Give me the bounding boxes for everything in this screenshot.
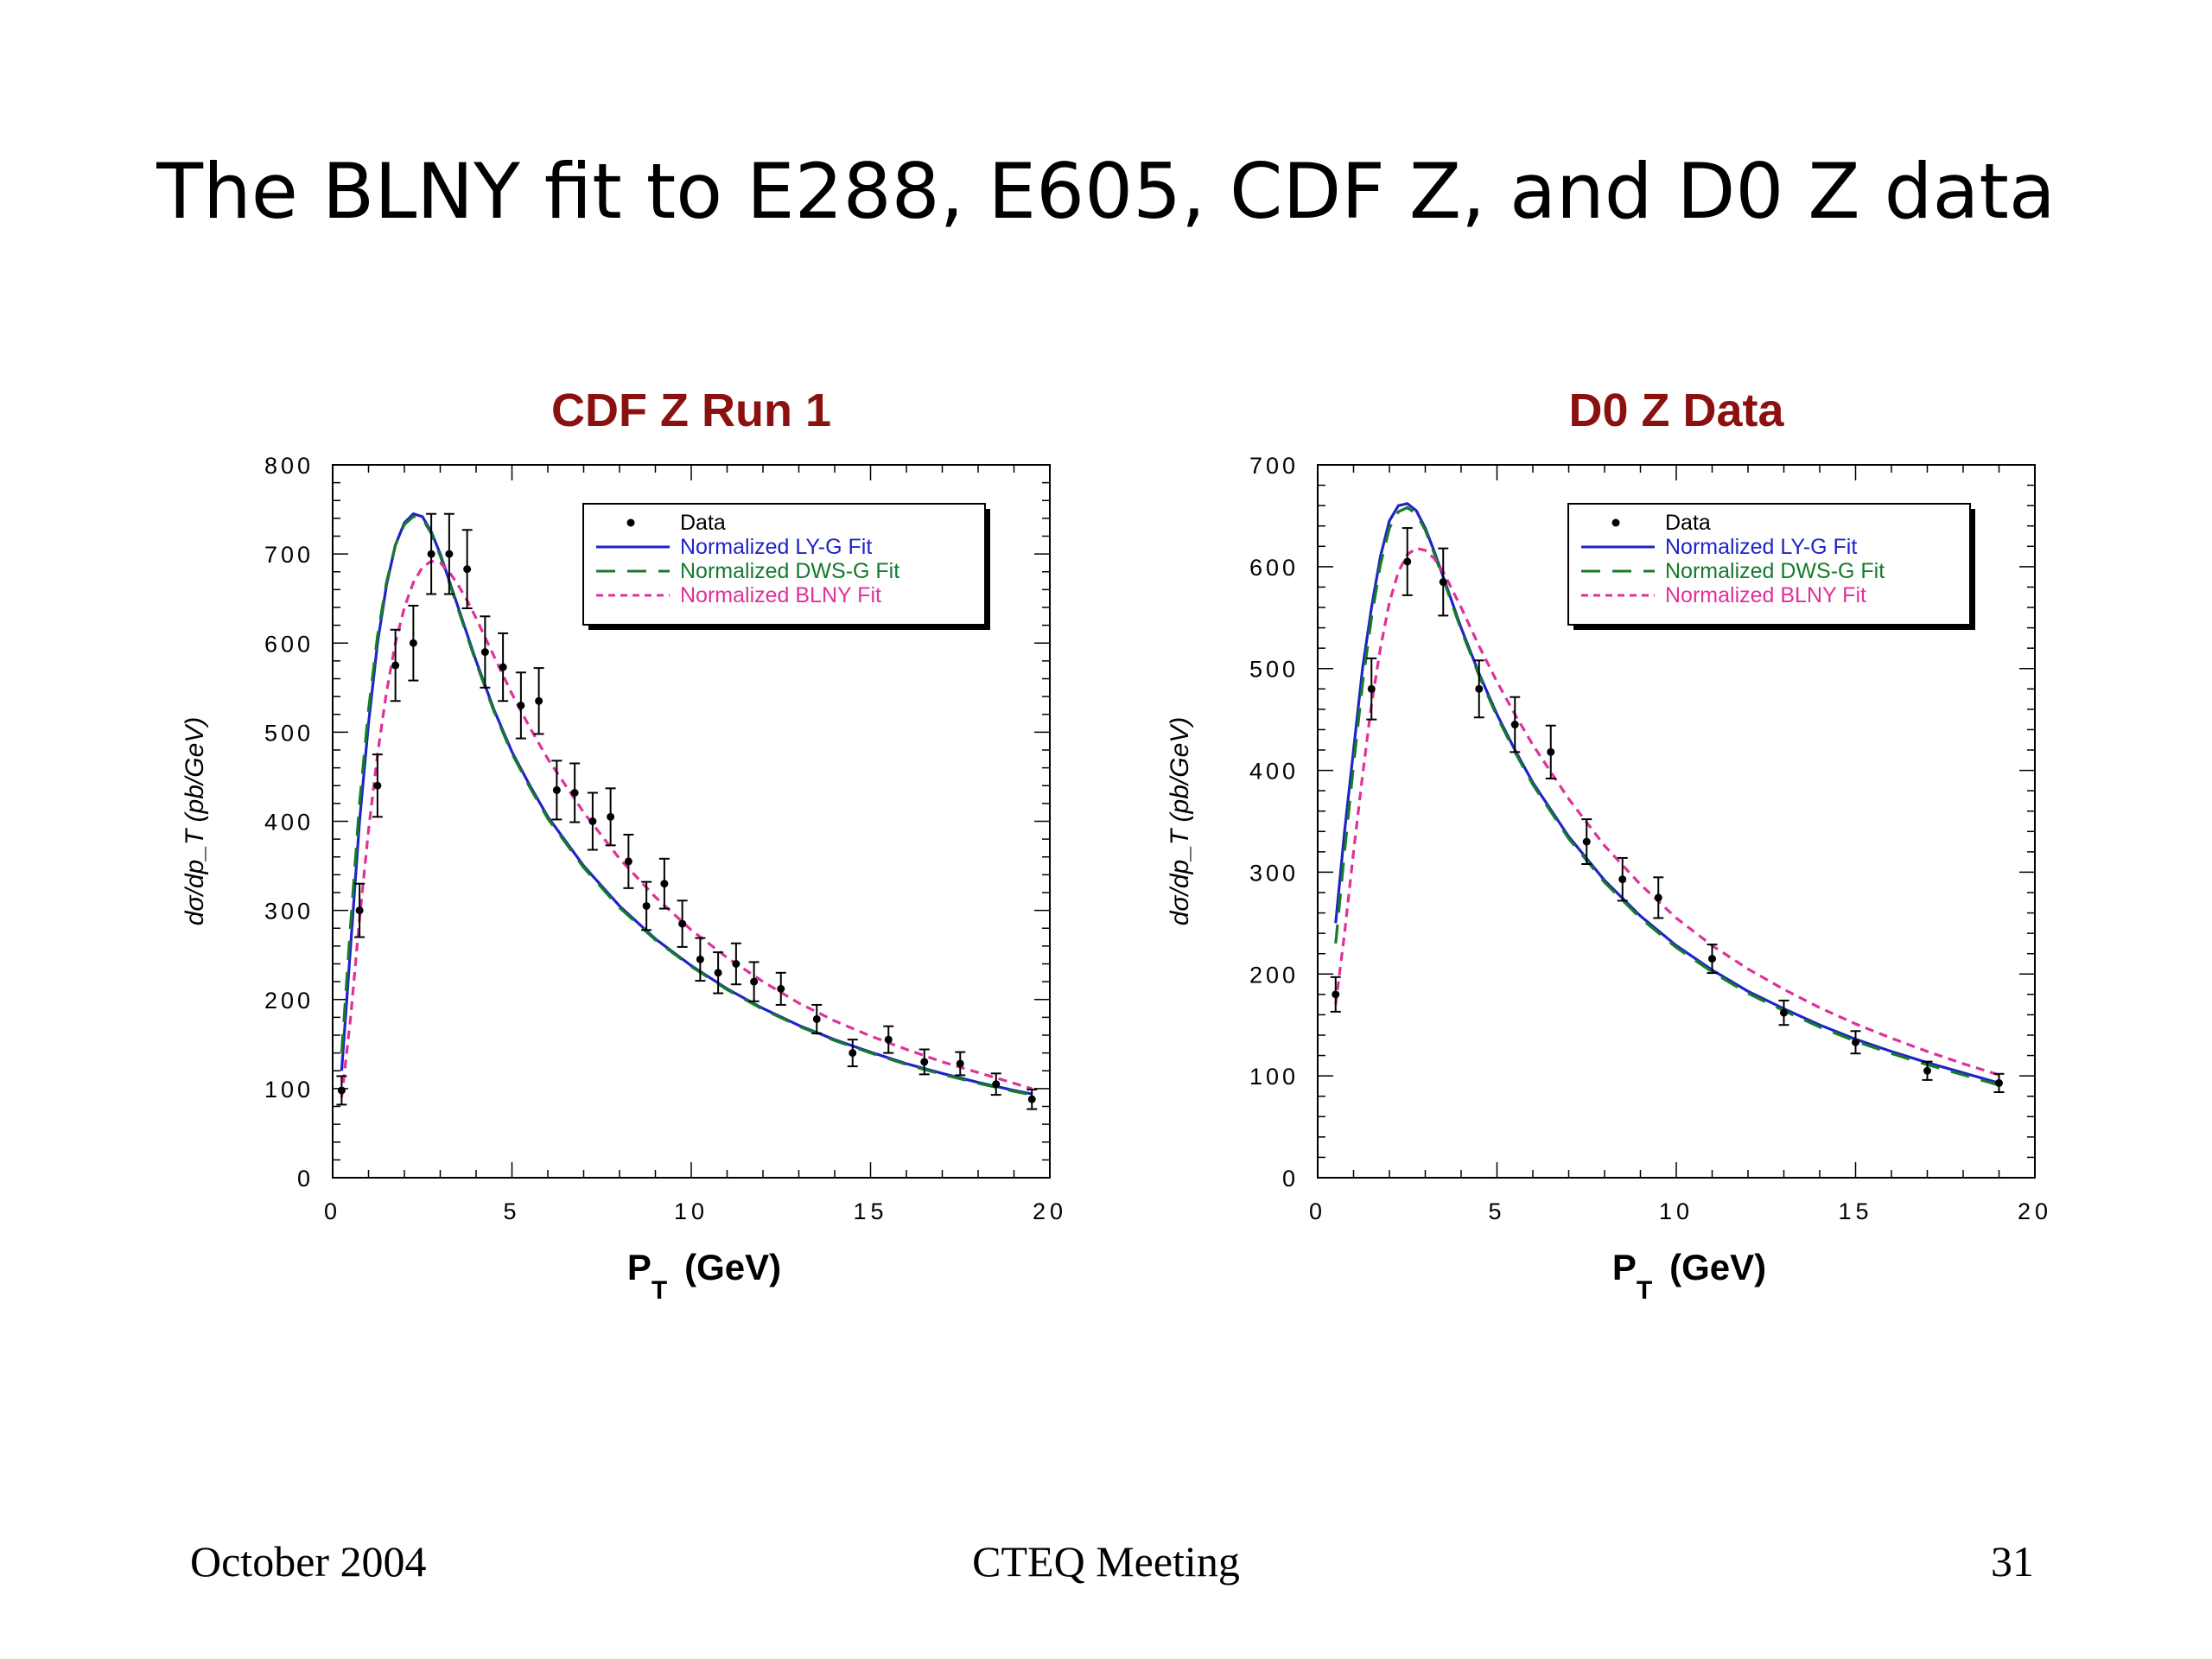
data-point	[391, 662, 399, 670]
data-point	[588, 817, 596, 825]
footer-meeting: CTEQ Meeting	[0, 1540, 2212, 1583]
data-point	[428, 550, 435, 558]
data-point	[777, 985, 785, 993]
y-tick-label: 100	[1249, 1064, 1299, 1090]
data-point	[1995, 1079, 2003, 1087]
y-tick-label: 600	[264, 631, 314, 657]
data-point	[1852, 1039, 1859, 1046]
y-tick-label: 600	[1249, 555, 1299, 581]
data-point	[957, 1060, 964, 1068]
legend-entry-blny: Normalized BLNY Fit	[1665, 583, 1866, 607]
data-point	[410, 639, 417, 647]
data-point	[1583, 838, 1591, 846]
data-point	[715, 969, 722, 976]
data-point	[992, 1080, 1000, 1088]
y-tick-label: 400	[1249, 759, 1299, 785]
x-tick-label: 15	[853, 1198, 887, 1224]
legend-entry-data: Data	[680, 511, 726, 535]
y-tick-label: 200	[1249, 962, 1299, 988]
data-point	[499, 664, 507, 671]
y-tick-label: 0	[297, 1166, 314, 1192]
slide-title: The BLNY fit to E288, E605, CDF Z, and D…	[0, 154, 2212, 230]
data-point	[356, 906, 364, 914]
data-point	[885, 1036, 893, 1044]
data-point	[1618, 875, 1626, 883]
data-point	[1403, 557, 1411, 565]
y-tick-label: 700	[1249, 453, 1299, 479]
x-axis-label: PT(GeV)	[627, 1247, 781, 1305]
data-point	[553, 786, 561, 794]
x-tick-label: 20	[2018, 1198, 2052, 1224]
x-tick-label: 5	[1488, 1198, 1505, 1224]
data-point	[1440, 578, 1447, 586]
x-tick-label: 5	[503, 1198, 520, 1224]
legend-marker-data	[627, 519, 635, 527]
data-point	[373, 782, 381, 790]
data-point	[1655, 893, 1662, 901]
data-point	[750, 978, 758, 986]
data-point	[463, 565, 471, 573]
data-point	[1511, 721, 1519, 728]
data-point	[1923, 1067, 1931, 1075]
data-point	[696, 956, 704, 963]
data-point	[1475, 685, 1483, 693]
data-point	[1332, 990, 1339, 998]
y-tick-label: 500	[264, 720, 314, 746]
data-point	[607, 813, 614, 821]
series-line-dotted	[341, 561, 1032, 1097]
data-point	[732, 960, 740, 968]
chart-panel-d0: D0 Z Data 0 5 10 15 20 0 100 200 300 400 500 600 700 P…	[1141, 372, 2091, 1309]
data-point	[1368, 685, 1376, 693]
chart-title: CDF Z Run 1	[551, 385, 831, 436]
data-point	[1028, 1096, 1036, 1103]
data-point	[1547, 748, 1554, 756]
y-tick-label: 400	[264, 810, 314, 836]
x-tick-label: 15	[1838, 1198, 1872, 1224]
chart-cdf-z-run1: CDF Z Run 10 5 10 15 20010020030040050060070…	[156, 372, 1106, 1305]
data-point	[920, 1058, 928, 1065]
x-tick-label: 0	[324, 1198, 341, 1224]
legend-entry-dws-g: Normalized DWS-G Fit	[680, 559, 899, 583]
data-point	[813, 1015, 821, 1023]
data-point	[481, 648, 489, 656]
x-tick-label: 20	[1033, 1198, 1067, 1224]
data-point	[1780, 1009, 1788, 1017]
chart-title: D0 Z Data	[1568, 385, 1784, 436]
data-point	[338, 1086, 346, 1094]
x-tick-label: 0	[1309, 1198, 1326, 1224]
data-point	[849, 1049, 856, 1057]
y-tick-label: 500	[1249, 657, 1299, 683]
y-axis-label: dσ/dp_T (pb/GeV)	[181, 717, 209, 926]
legend-entry-ly-g: Normalized LY-G Fit	[1665, 535, 1857, 559]
y-tick-label: 100	[264, 1077, 314, 1103]
y-tick-label: 800	[264, 453, 314, 479]
footer-page-number: 31	[1991, 1540, 2034, 1583]
data-point	[571, 789, 579, 797]
x-tick-label: 10	[1659, 1198, 1694, 1224]
legend-entry-ly-g: Normalized LY-G Fit	[680, 535, 872, 559]
data-point	[445, 550, 453, 558]
y-axis-label: dσ/dp_T (pb/GeV)	[1166, 717, 1194, 926]
chart-panel-cdf: CDF Z Run 1 0 5 10 15 20 0 100 200 300 400 500 600 70…	[156, 372, 1106, 1309]
legend-marker-data	[1612, 519, 1620, 527]
data-point	[660, 880, 668, 887]
y-tick-label: 300	[264, 899, 314, 925]
y-tick-label: 300	[1249, 860, 1299, 886]
data-point	[535, 697, 543, 705]
data-point	[1708, 955, 1716, 963]
legend-entry-blny: Normalized BLNY Fit	[680, 583, 881, 607]
x-tick-label: 10	[674, 1198, 709, 1224]
y-tick-label: 700	[264, 542, 314, 568]
x-axis-label: PT(GeV)	[1612, 1247, 1766, 1305]
y-tick-label: 0	[1282, 1166, 1299, 1192]
data-point	[678, 920, 686, 928]
data-point	[625, 857, 632, 865]
data-point	[643, 902, 651, 910]
legend-entry-data: Data	[1665, 511, 1711, 535]
y-tick-label: 200	[264, 988, 314, 1014]
legend-entry-dws-g: Normalized DWS-G Fit	[1665, 559, 1885, 583]
data-point	[517, 702, 524, 709]
